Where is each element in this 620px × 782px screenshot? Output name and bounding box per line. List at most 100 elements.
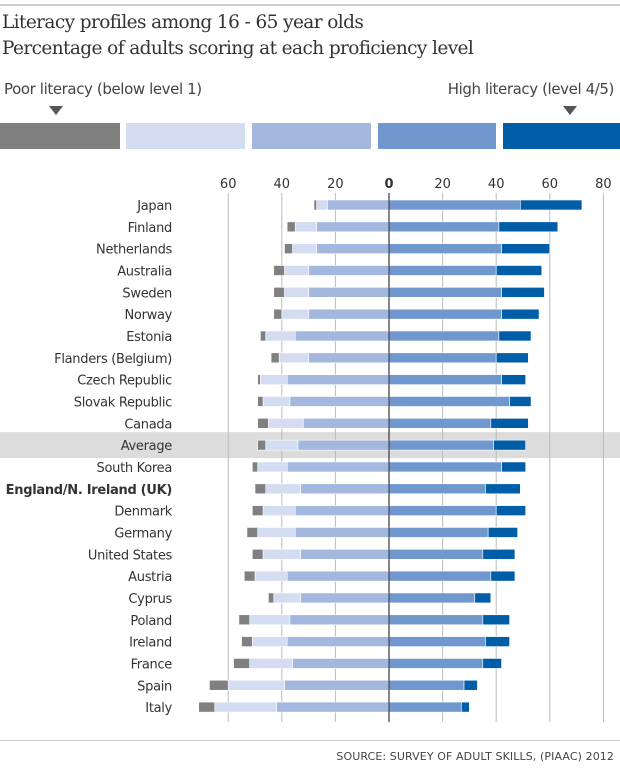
bar-level1 — [265, 483, 301, 495]
category-label: France — [131, 657, 173, 672]
category-label: Italy — [145, 701, 172, 716]
bar-level2 — [308, 308, 390, 320]
bar-level2 — [300, 592, 390, 604]
bar-level45 — [520, 199, 583, 211]
bar-below1 — [254, 483, 267, 495]
legend-right-arrow-icon — [563, 106, 577, 115]
bar-below1 — [252, 548, 264, 560]
category-label: Czech Republic — [77, 374, 172, 389]
bar-level3 — [388, 352, 497, 364]
chart-subtitle: Percentage of adults scoring at each pro… — [2, 38, 474, 59]
bar-level3 — [388, 636, 486, 647]
source-note: SOURCE: SURVEY OF ADULT SKILLS, (PIAAC) … — [336, 750, 614, 763]
category-label: Poland — [130, 614, 172, 629]
category-label: Finland — [128, 221, 172, 236]
bar-level2 — [308, 352, 390, 364]
bar-level3 — [388, 221, 500, 233]
bar-level2 — [286, 374, 390, 385]
bar-below1 — [257, 439, 267, 451]
x-tick-label: 20 — [327, 177, 344, 192]
bar-level3 — [388, 461, 502, 473]
bar-below1 — [273, 287, 285, 298]
bar-level1 — [227, 679, 285, 691]
legend-left-label: Poor literacy (below level 1) — [4, 80, 202, 98]
bar-level1 — [294, 221, 317, 233]
bar-below1 — [246, 527, 258, 538]
bar-level1 — [249, 614, 291, 626]
bar-level2 — [289, 396, 390, 407]
bar-level2 — [316, 243, 390, 254]
bar-level2 — [300, 483, 390, 495]
bar-below1 — [257, 417, 269, 429]
category-label: United States — [88, 548, 173, 563]
bar-level3 — [388, 330, 500, 342]
category-label: Slovak Republic — [74, 395, 172, 410]
bar-level2 — [294, 527, 390, 538]
bar-below1 — [233, 658, 250, 669]
bar-level3 — [388, 199, 521, 211]
bar-level3 — [388, 287, 502, 298]
bar-level3 — [388, 417, 492, 429]
legend-swatch-level3 — [378, 123, 496, 149]
x-tick-label: 80 — [595, 177, 612, 192]
bar-below1 — [260, 330, 267, 342]
bar-below1 — [252, 461, 258, 473]
bar-below1 — [284, 243, 293, 254]
category-label: Sweden — [122, 286, 172, 301]
bar-level3 — [388, 243, 502, 254]
bar-level45 — [461, 701, 470, 713]
bar-level3 — [388, 505, 497, 516]
bar-level1 — [265, 330, 296, 342]
x-tick-label: 40 — [274, 177, 291, 192]
bar-level2 — [300, 548, 390, 560]
bar-below1 — [257, 374, 261, 385]
bar-level45 — [490, 570, 516, 582]
bar-below1 — [270, 352, 280, 364]
category-label: England/N. Ireland (UK) — [6, 483, 172, 498]
bar-level3 — [388, 527, 489, 538]
category-label: Ireland — [129, 636, 172, 651]
legend-swatch-below1 — [0, 123, 120, 149]
bar-level45 — [493, 439, 526, 451]
legend-swatch-level1 — [126, 123, 245, 149]
legend-swatch-level2 — [252, 123, 371, 149]
bar-level1 — [262, 505, 296, 516]
category-label: Estonia — [126, 330, 172, 345]
chart-title: Literacy profiles among 16 - 65 year old… — [2, 12, 364, 33]
bar-below1 — [252, 505, 264, 516]
category-label: Average — [121, 439, 173, 454]
bar-level2 — [292, 658, 390, 669]
bar-level1 — [278, 352, 309, 364]
bar-level3 — [388, 614, 484, 626]
bar-level45 — [474, 592, 492, 604]
bar-level45 — [487, 527, 518, 538]
bar-below1 — [238, 614, 250, 626]
bar-level2 — [308, 287, 390, 298]
bar-below1 — [241, 636, 253, 647]
bar-below1 — [198, 701, 216, 713]
bar-level3 — [388, 658, 484, 669]
bar-level2 — [289, 614, 390, 626]
bar-level45 — [509, 396, 532, 407]
x-tick-label: 60 — [220, 177, 237, 192]
category-label: Spain — [137, 679, 172, 694]
bar-level3 — [388, 701, 462, 713]
bar-level45 — [501, 374, 526, 385]
chart-title-block: Literacy profiles among 16 - 65 year old… — [2, 10, 474, 62]
bar-level3 — [388, 439, 494, 451]
bar-level1 — [252, 636, 288, 647]
category-label: Austria — [128, 570, 172, 585]
bar-level1 — [214, 701, 277, 713]
bar-below1 — [313, 199, 317, 211]
category-label: Canada — [124, 417, 172, 432]
bar-level45 — [463, 679, 478, 691]
bar-level2 — [286, 636, 390, 647]
bar-level45 — [485, 636, 510, 647]
bar-level1 — [281, 308, 309, 320]
bar-level2 — [284, 679, 390, 691]
bar-level2 — [276, 701, 390, 713]
bar-level2 — [294, 330, 390, 342]
bar-level1 — [265, 439, 299, 451]
bar-level1 — [316, 199, 328, 211]
